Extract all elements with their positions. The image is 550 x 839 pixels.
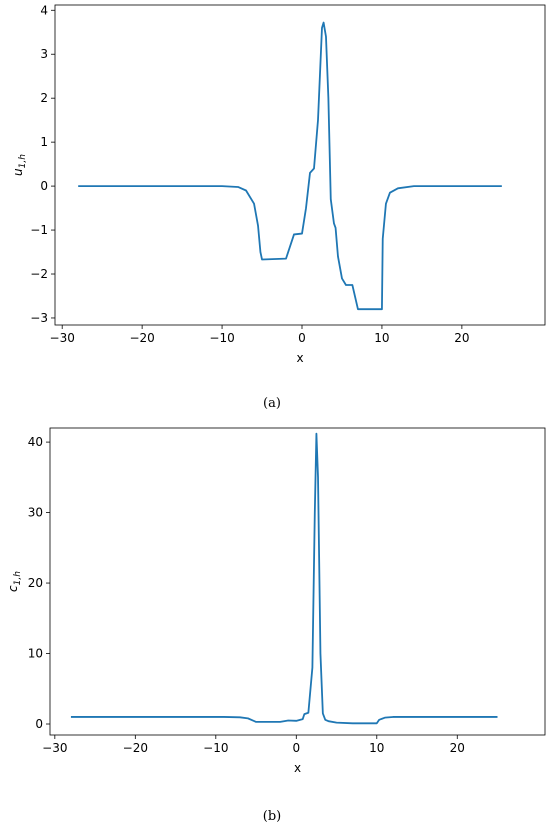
y-tick-label: −3 [30, 311, 48, 325]
y-tick-label: 30 [28, 506, 43, 520]
y-tick-label: 40 [28, 435, 43, 449]
caption: (b) [263, 809, 281, 824]
y-tick-label: 4 [40, 3, 48, 17]
y-axis-label-sub: 1,h [18, 154, 28, 169]
data-line [78, 21, 502, 311]
x-tick-label: 0 [292, 741, 300, 755]
data-line [70, 432, 498, 725]
x-tick-label: 20 [450, 741, 465, 755]
y-tick-label: 20 [28, 576, 43, 590]
y-tick-label: 0 [40, 179, 48, 193]
x-tick-label: −30 [42, 741, 67, 755]
y-tick-label: 0 [35, 717, 43, 731]
x-tick-label: −20 [123, 741, 148, 755]
x-tick-label: 20 [454, 331, 469, 345]
y-axis-label-sub: 1,h [13, 571, 23, 586]
x-tick-label: −10 [203, 741, 228, 755]
x-tick-label: 0 [298, 331, 306, 345]
axes-frame [54, 4, 546, 326]
y-axis-label-base: c [6, 585, 20, 592]
x-axis-label: x [294, 761, 301, 775]
y-axis-label-base: u [11, 168, 25, 176]
y-tick-label: −2 [30, 267, 48, 281]
x-tick-label: −20 [129, 331, 154, 345]
y-tick-label: 1 [40, 135, 48, 149]
x-tick-label: 10 [369, 741, 384, 755]
y-tick-label: 3 [40, 47, 48, 61]
axes-frame [49, 427, 546, 736]
x-tick-label: −30 [50, 331, 75, 345]
x-axis-label: x [296, 351, 303, 365]
y-axis-label: u1,h [11, 154, 28, 176]
y-tick-label: 2 [40, 91, 48, 105]
y-axis-label: c1,h [6, 571, 23, 592]
caption: (a) [263, 396, 281, 411]
x-tick-label: −10 [209, 331, 234, 345]
x-tick-label: 10 [374, 331, 389, 345]
y-tick-label: 10 [28, 647, 43, 661]
y-tick-label: −1 [30, 223, 48, 237]
